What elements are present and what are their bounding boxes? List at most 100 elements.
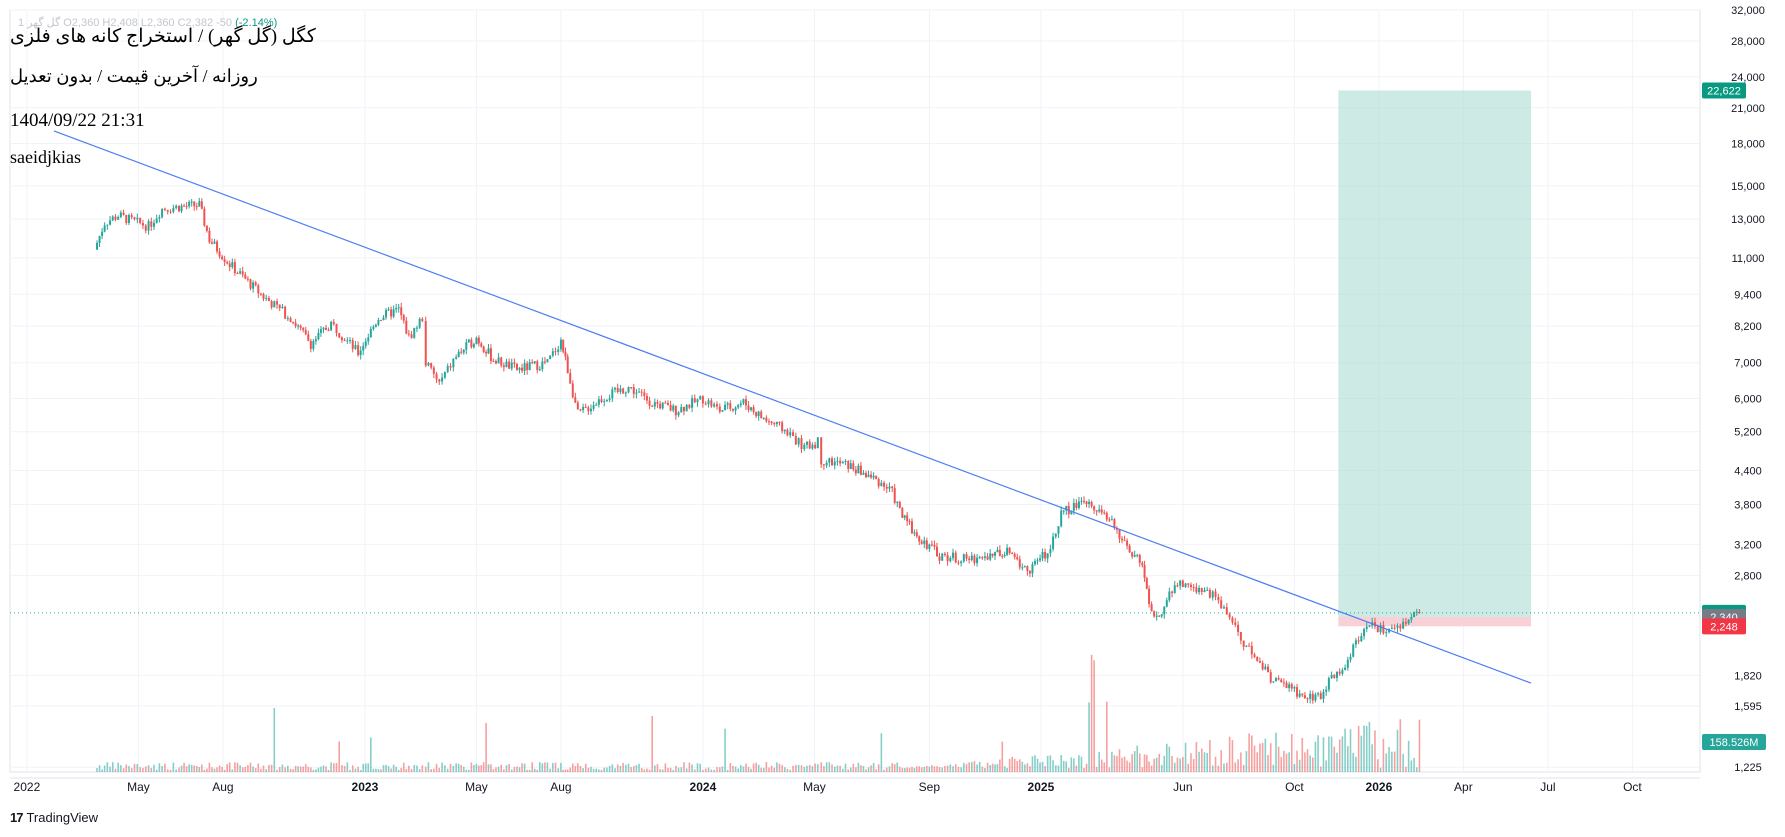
candle-body (918, 536, 921, 542)
volume-bar (1283, 750, 1285, 772)
volume-bar (172, 762, 175, 772)
candle-body (928, 544, 931, 549)
volume-bar (986, 762, 989, 772)
volume-bar (297, 766, 299, 772)
volume-bar (139, 767, 141, 772)
candle-body (427, 363, 430, 366)
volume-bar (130, 767, 133, 772)
volume-bar (1301, 738, 1304, 772)
candle-body (1113, 519, 1116, 529)
volume-bar (413, 765, 416, 772)
candle-body (546, 359, 549, 363)
candle-body (455, 357, 458, 359)
candle-body (755, 412, 758, 417)
candle-body (273, 301, 276, 308)
candle-body (775, 421, 778, 425)
candle-body (1039, 558, 1042, 561)
volume-bar (648, 769, 651, 772)
candle-body (1346, 659, 1349, 668)
x-tick-label: May (465, 780, 488, 794)
volume-bar (153, 764, 155, 772)
volume-bar (875, 769, 877, 772)
volume-bar (1405, 766, 1407, 772)
candle-body (1206, 589, 1209, 591)
volume-bar (913, 767, 916, 772)
tradingview-logo-icon: 17 (10, 810, 24, 825)
volume-bar (244, 766, 247, 772)
candle-body (1404, 621, 1407, 624)
volume-bar (262, 765, 265, 772)
volume-bar (1195, 742, 1198, 772)
candle-body (172, 207, 175, 212)
candle-body (1357, 640, 1360, 642)
x-tick-label: 2022 (14, 780, 41, 794)
candle-body (653, 402, 656, 407)
volume-bar (260, 768, 262, 772)
volume-bar (1256, 752, 1259, 772)
volume-bar (195, 765, 198, 772)
candle-body (757, 411, 760, 417)
volume-bar (669, 767, 672, 772)
volume-bar (1203, 752, 1206, 772)
candle-body (332, 321, 335, 324)
volume-bar (1259, 743, 1261, 772)
candle-body (1121, 538, 1124, 541)
candle-body (364, 341, 367, 347)
volume-bar (1039, 762, 1041, 772)
volume-bar (590, 766, 592, 772)
candle-body (392, 309, 395, 317)
volume-bar (994, 764, 996, 772)
volume-bar (1376, 759, 1379, 772)
candle-body (744, 399, 747, 406)
candle-body (382, 317, 385, 321)
candle-body (915, 532, 918, 537)
candle-body (424, 321, 427, 366)
volume-bar (891, 763, 893, 772)
volume-bar (1078, 755, 1080, 772)
candle-body (688, 404, 691, 408)
volume-bar (208, 762, 211, 772)
candle-body (98, 236, 101, 243)
volume-bar (395, 766, 397, 772)
volume-bar (372, 768, 375, 772)
volume-bar (1163, 755, 1166, 772)
volume-bar (656, 764, 659, 772)
tradingview-brand[interactable]: 17 TradingView (10, 810, 98, 825)
candle-body (195, 206, 198, 208)
volume-bar (1085, 763, 1088, 772)
y-tick-label: 7,000 (1734, 358, 1762, 370)
candle-body (502, 365, 505, 368)
candle-body (742, 399, 745, 404)
volume-bar (898, 766, 901, 772)
candle-body (1203, 590, 1206, 593)
candle-body (354, 345, 357, 349)
volume-bar (795, 764, 797, 772)
candle-body (925, 540, 928, 549)
candle-body (1054, 533, 1057, 537)
candle-body (1208, 589, 1211, 598)
candle-body (839, 460, 842, 464)
candle-body (377, 320, 380, 325)
candle-body (226, 261, 229, 264)
volume-bar (622, 762, 624, 772)
volume-bar (1336, 752, 1338, 772)
volume-bar (218, 765, 221, 772)
volume-bar (541, 763, 544, 772)
candle-body (1036, 560, 1039, 562)
candle-body (472, 344, 475, 348)
candle-body (241, 271, 244, 275)
volume-bar (1060, 755, 1062, 772)
candle-body (400, 307, 403, 316)
candle-body (289, 318, 292, 322)
candle-body (494, 360, 497, 364)
volume-bar (322, 765, 325, 772)
volume-bar (770, 765, 773, 772)
volume-bar (400, 767, 403, 772)
volume-bar (273, 708, 276, 772)
candle-body (576, 402, 579, 410)
candle-body (276, 301, 279, 305)
volume-bar (354, 768, 357, 772)
candle-body (309, 340, 312, 349)
candle-body (864, 472, 867, 478)
